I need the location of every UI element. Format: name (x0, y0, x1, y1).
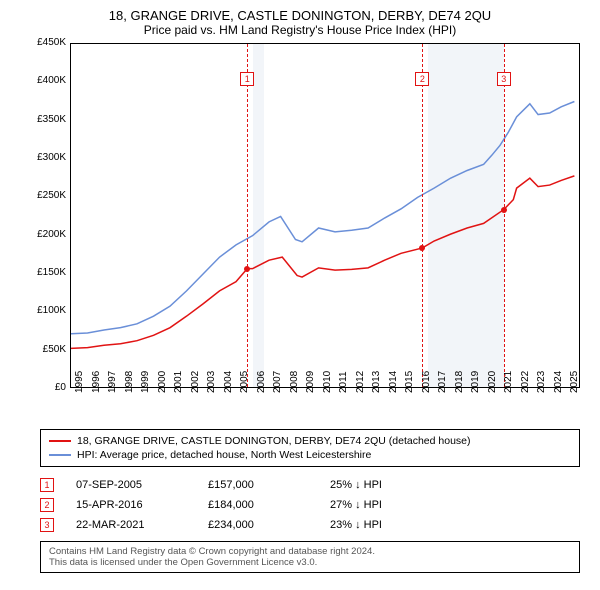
series-hpi (71, 102, 574, 334)
series-price-paid (71, 176, 574, 349)
footer: Contains HM Land Registry data © Crown c… (40, 541, 580, 573)
legend-label: HPI: Average price, detached house, Nort… (77, 449, 371, 461)
marker-box: 2 (415, 72, 429, 86)
y-axis-label: £150K (28, 267, 66, 278)
annotation-row: 3 22-MAR-2021 £234,000 23% ↓ HPI (40, 515, 590, 535)
annotation-marker: 3 (40, 518, 54, 532)
annotation-delta: 23% ↓ HPI (330, 519, 382, 531)
marker-dot (244, 266, 250, 272)
plot-area: 1 2 3 (70, 43, 580, 388)
page-title: 18, GRANGE DRIVE, CASTLE DONINGTON, DERB… (10, 8, 590, 23)
annotation-price: £157,000 (208, 479, 308, 491)
legend-row: HPI: Average price, detached house, Nort… (49, 448, 571, 462)
y-axis-label: £100K (28, 305, 66, 316)
footer-line: This data is licensed under the Open Gov… (49, 557, 571, 568)
marker-vline (247, 44, 248, 387)
marker-box: 3 (497, 72, 511, 86)
y-axis-label: £400K (28, 75, 66, 86)
chart: £0 £50K £100K £150K £200K £250K £300K £350K £400… (30, 43, 590, 423)
y-axis-label: £450K (28, 37, 66, 48)
annotation-row: 1 07-SEP-2005 £157,000 25% ↓ HPI (40, 475, 590, 495)
annotation-marker: 1 (40, 478, 54, 492)
legend: 18, GRANGE DRIVE, CASTLE DONINGTON, DERB… (40, 429, 580, 467)
legend-swatch (49, 440, 71, 442)
annotation-price: £184,000 (208, 499, 308, 511)
legend-row: 18, GRANGE DRIVE, CASTLE DONINGTON, DERB… (49, 434, 571, 448)
marker-dot (501, 207, 507, 213)
annotation-delta: 25% ↓ HPI (330, 479, 382, 491)
legend-label: 18, GRANGE DRIVE, CASTLE DONINGTON, DERB… (77, 435, 471, 447)
y-axis-label: £0 (28, 382, 66, 393)
footer-line: Contains HM Land Registry data © Crown c… (49, 546, 571, 557)
y-axis-label: £200K (28, 229, 66, 240)
x-axis-label: 2025 (569, 371, 600, 393)
page-subtitle: Price paid vs. HM Land Registry's House … (10, 23, 590, 37)
annotation-row: 2 15-APR-2016 £184,000 27% ↓ HPI (40, 495, 590, 515)
annotation-date: 15-APR-2016 (76, 499, 186, 511)
legend-swatch (49, 454, 71, 456)
marker-vline (422, 44, 423, 387)
y-axis-label: £50K (28, 344, 66, 355)
y-axis-label: £300K (28, 152, 66, 163)
y-axis-label: £250K (28, 190, 66, 201)
annotation-price: £234,000 (208, 519, 308, 531)
marker-box: 1 (240, 72, 254, 86)
annotation-delta: 27% ↓ HPI (330, 499, 382, 511)
annotation-date: 07-SEP-2005 (76, 479, 186, 491)
annotation-marker: 2 (40, 498, 54, 512)
annotation-date: 22-MAR-2021 (76, 519, 186, 531)
y-axis-label: £350K (28, 114, 66, 125)
marker-vline (504, 44, 505, 387)
annotation-table: 1 07-SEP-2005 £157,000 25% ↓ HPI 2 15-APR-201… (40, 475, 590, 535)
